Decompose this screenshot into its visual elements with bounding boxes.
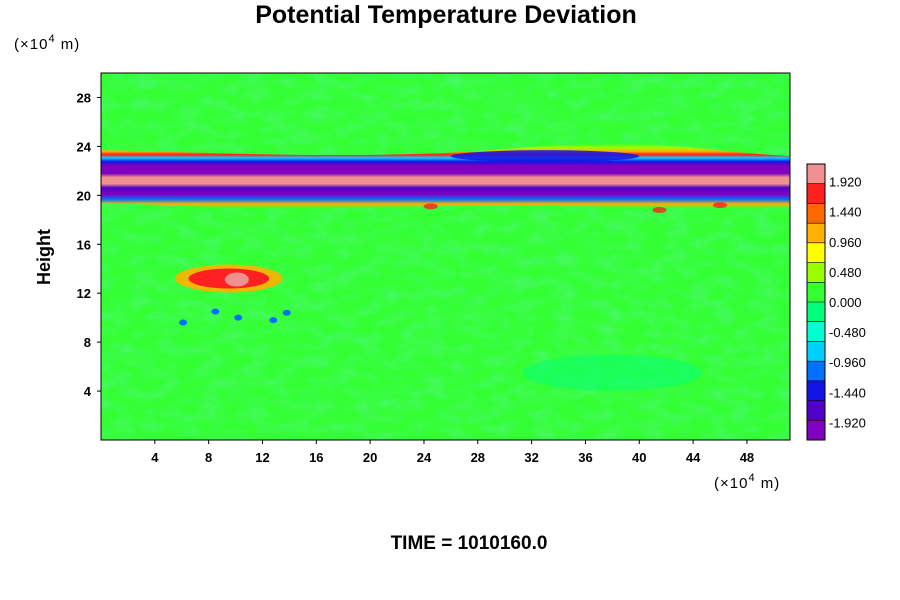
colorbar-swatch xyxy=(807,361,825,382)
colorbar-label: 1.920 xyxy=(829,175,862,190)
x-tick-label: 4 xyxy=(151,450,159,465)
y-tick-label: 20 xyxy=(77,188,91,203)
colorbar-label: -1.920 xyxy=(829,415,866,430)
x-tick-label: 32 xyxy=(524,450,538,465)
y-axis-unit: (×104 m) xyxy=(14,33,80,53)
heatmap-cold-speck xyxy=(282,309,291,316)
x-axis-ticks: 4 8 12 16 20 24 28 32 36 40 44 48 xyxy=(151,440,754,465)
colorbar-swatch xyxy=(807,380,825,402)
heatmap-texture xyxy=(101,73,790,440)
y-tick-label: 12 xyxy=(77,286,91,301)
colorbar-swatch xyxy=(807,242,825,264)
colorbar-label: -0.960 xyxy=(829,355,866,370)
y-axis-ticks: 4 8 12 16 20 24 28 xyxy=(77,90,101,399)
x-axis-unit: (×104 m) xyxy=(714,472,780,492)
heatmap-features xyxy=(101,143,790,391)
heatmap-plot-area xyxy=(101,73,790,440)
colorbar-label: 0.000 xyxy=(829,295,862,310)
x-tick-label: 48 xyxy=(740,450,754,465)
y-unit-prefix: (×10 xyxy=(14,36,48,53)
x-unit-exp: 4 xyxy=(748,472,755,484)
x-tick-label: 24 xyxy=(417,450,432,465)
y-tick-label: 4 xyxy=(84,384,92,399)
plot-frame xyxy=(100,72,791,441)
colorbar-label: 0.480 xyxy=(829,265,862,280)
heatmap-cold-speck xyxy=(211,308,220,315)
colorbar-frame xyxy=(806,163,826,441)
x-tick-label: 20 xyxy=(363,450,377,465)
colorbar-swatch xyxy=(807,420,825,441)
colorbar-label: -1.440 xyxy=(829,385,866,400)
y-tick-label: 8 xyxy=(84,335,91,350)
chart-title: Potential Temperature Deviation xyxy=(255,1,637,29)
heatmap-cold-speck xyxy=(269,317,278,324)
x-unit-prefix: (×10 xyxy=(714,475,748,492)
x-unit-suffix: m) xyxy=(756,475,781,492)
x-tick-label: 16 xyxy=(309,450,323,465)
heatmap-cold-patch xyxy=(450,150,640,163)
colorbar-label: 0.960 xyxy=(829,235,862,250)
colorbar-swatch xyxy=(807,282,825,303)
colorbar-label: 1.440 xyxy=(829,205,862,220)
heatmap-shear-band xyxy=(101,143,790,209)
colorbar-swatch xyxy=(807,223,825,244)
heatmap-warm-speck xyxy=(713,202,728,209)
y-unit-suffix: m) xyxy=(56,36,81,53)
colorbar: 1.920 1.440 0.960 0.480 0.000 -0.480 -0.960 -1.… xyxy=(806,163,866,441)
heatmap-warm-speck xyxy=(652,207,667,214)
heatmap-warm-patch-core xyxy=(224,272,249,287)
colorbar-swatch xyxy=(807,302,825,323)
time-label: TIME = 1010160.0 xyxy=(391,533,548,554)
x-tick-label: 28 xyxy=(471,450,485,465)
y-tick-label: 24 xyxy=(77,139,92,154)
colorbar-swatch xyxy=(807,164,825,185)
y-axis-label: Height xyxy=(34,229,54,285)
y-unit-exp: 4 xyxy=(48,33,55,45)
heatmap-cool-region xyxy=(522,354,703,391)
colorbar-swatch xyxy=(807,400,825,421)
colorbar-swatch xyxy=(807,341,825,362)
colorbar-swatch xyxy=(807,321,825,342)
colorbar-swatch xyxy=(807,262,825,283)
y-tick-label: 28 xyxy=(77,90,91,105)
y-tick-label: 16 xyxy=(77,237,91,252)
colorbar-swatch xyxy=(807,183,825,204)
heatmap-cold-speck xyxy=(179,319,188,326)
x-tick-label: 8 xyxy=(205,450,212,465)
heatmap-cold-speck xyxy=(234,314,243,321)
colorbar-label: -0.480 xyxy=(829,325,866,340)
heatmap-warm-speck xyxy=(423,203,438,210)
x-tick-label: 40 xyxy=(632,450,646,465)
colorbar-swatch xyxy=(807,203,825,224)
x-tick-label: 12 xyxy=(255,450,269,465)
x-tick-label: 36 xyxy=(578,450,592,465)
x-tick-label: 44 xyxy=(686,450,701,465)
